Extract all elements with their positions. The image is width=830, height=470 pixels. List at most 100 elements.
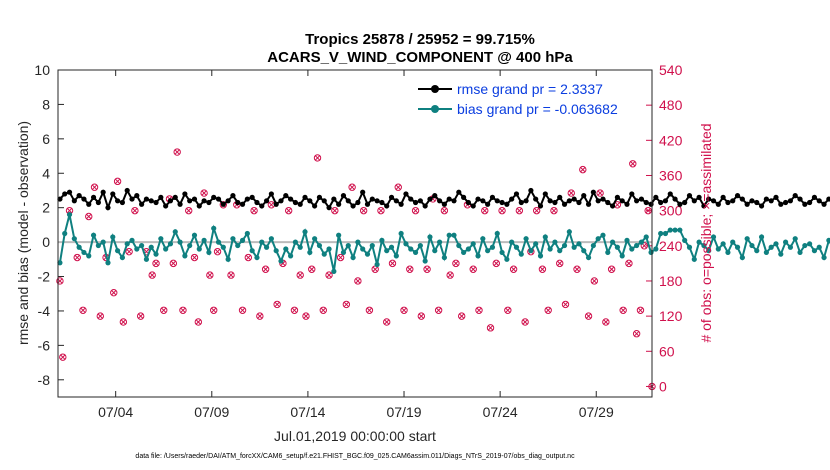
obs-possible-marker: [579, 165, 587, 174]
bias-point: [826, 237, 830, 243]
obs-count-point: [590, 277, 599, 285]
obs-possible-marker: [213, 247, 222, 256]
obs-assimilated-marker: [314, 155, 321, 161]
obs-count-point: [607, 265, 616, 273]
rmse-point: [802, 201, 808, 207]
obs-assimilated-marker: [568, 190, 575, 196]
obs-assimilated-marker: [60, 354, 66, 360]
chart-title-line1: Tropics 25878 / 25952 = 99.715%: [305, 31, 535, 48]
rmse-point: [485, 201, 491, 207]
obs-possible-marker: [273, 300, 281, 309]
obs-count-point: [629, 160, 637, 168]
obs-assimilated-marker: [470, 266, 476, 273]
obs-assimilated-marker: [274, 301, 280, 308]
rmse-point: [826, 196, 830, 202]
bias-series: [57, 211, 830, 274]
rmse-point: [201, 198, 207, 204]
rmse-point: [403, 191, 409, 197]
obs-assimilated-marker: [499, 207, 505, 214]
rmse-point: [658, 199, 664, 206]
bias-point: [773, 241, 779, 247]
rmse-point: [725, 199, 731, 206]
bias-point: [701, 242, 707, 249]
rmse-point: [706, 196, 712, 202]
obs-possible-marker: [148, 271, 156, 279]
legend-bias-label: bias grand pr = -0.063682: [457, 101, 618, 117]
bias-point: [177, 239, 183, 245]
obs-assimilated-marker: [637, 307, 644, 314]
bias-point: [100, 239, 106, 245]
rmse-point: [66, 189, 73, 195]
obs-count-point: [492, 259, 500, 268]
obs-possible-marker: [521, 318, 529, 326]
obs-possible-marker: [319, 306, 327, 314]
bias-point: [95, 242, 101, 249]
obs-count-point: [354, 277, 362, 285]
rmse-point: [81, 196, 87, 202]
obs-assimilated-marker: [303, 313, 309, 319]
bias-point: [71, 236, 77, 242]
right-tick-label: 120: [659, 308, 683, 324]
rmse-point: [730, 198, 736, 204]
obs-assimilated-marker: [207, 272, 213, 278]
obs-assimilated-marker: [614, 202, 621, 208]
obs-assimilated-marker: [383, 319, 390, 325]
obs-assimilated-marker: [355, 278, 361, 284]
bias-point: [139, 242, 145, 249]
rmse-point: [191, 196, 198, 202]
obs-count-point: [213, 247, 222, 256]
obs-assimilated-marker: [372, 266, 378, 273]
obs-assimilated-marker: [214, 248, 221, 255]
rmse-point: [379, 199, 385, 206]
left-axis-label: rmse and bias (model - observation): [15, 121, 31, 345]
rmse-point: [100, 189, 106, 195]
bias-point: [307, 249, 313, 256]
obs-count-point: [406, 265, 414, 273]
obs-count-point: [457, 312, 466, 320]
bias-point: [470, 241, 476, 247]
bias-point: [408, 246, 414, 252]
rmse-point: [557, 194, 563, 200]
obs-count-point: [377, 206, 385, 215]
legend: rmse grand pr = 2.3337 bias grand pr = -…: [418, 81, 618, 117]
left-tick-label: 10: [34, 62, 50, 78]
obs-count-point: [119, 318, 128, 326]
bias-point: [485, 248, 491, 254]
obs-assimilated-marker: [153, 260, 159, 267]
bias-point: [581, 248, 587, 254]
right-tick-label: 0: [659, 378, 667, 394]
obs-assimilated-marker: [185, 207, 192, 214]
obs-count-point: [302, 312, 310, 320]
obs-possible-marker: [136, 312, 145, 320]
rmse-point: [283, 193, 289, 199]
bias-point: [614, 244, 620, 250]
bias-point: [504, 256, 510, 262]
obs-assimilated-marker: [210, 307, 217, 314]
bias-point: [148, 244, 154, 250]
rmse-point: [129, 196, 135, 202]
rmse-point: [552, 199, 558, 206]
obs-count-point: [296, 271, 304, 279]
obs-possible-marker: [498, 206, 506, 215]
bias-point: [191, 232, 198, 238]
data-file-footer: data file: /Users/raeder/DAI/ATM_forcXX/…: [135, 453, 575, 460]
left-tick-label: -4: [38, 303, 51, 319]
obs-assimilated-marker: [441, 207, 448, 214]
bias-point: [494, 230, 500, 237]
bias-point: [278, 258, 284, 264]
rmse-series: [57, 187, 830, 211]
rmse-point: [57, 196, 63, 202]
bias-point: [634, 242, 640, 249]
obs-count-point: [532, 206, 541, 215]
left-tick-label: 8: [42, 96, 50, 112]
rmse-point: [292, 199, 299, 206]
rmse-point: [369, 196, 375, 202]
obs-possible-marker: [190, 253, 199, 262]
x-axis-ticks: 07/04 07/09 07/14 07/19 07/24 07/29: [98, 70, 614, 420]
obs-possible-marker: [486, 324, 495, 332]
obs-assimilated-marker: [418, 313, 425, 319]
rmse-point: [172, 194, 178, 200]
obs-count-point: [96, 312, 104, 320]
rmse-point: [528, 187, 534, 194]
obs-count-point: [194, 318, 203, 326]
